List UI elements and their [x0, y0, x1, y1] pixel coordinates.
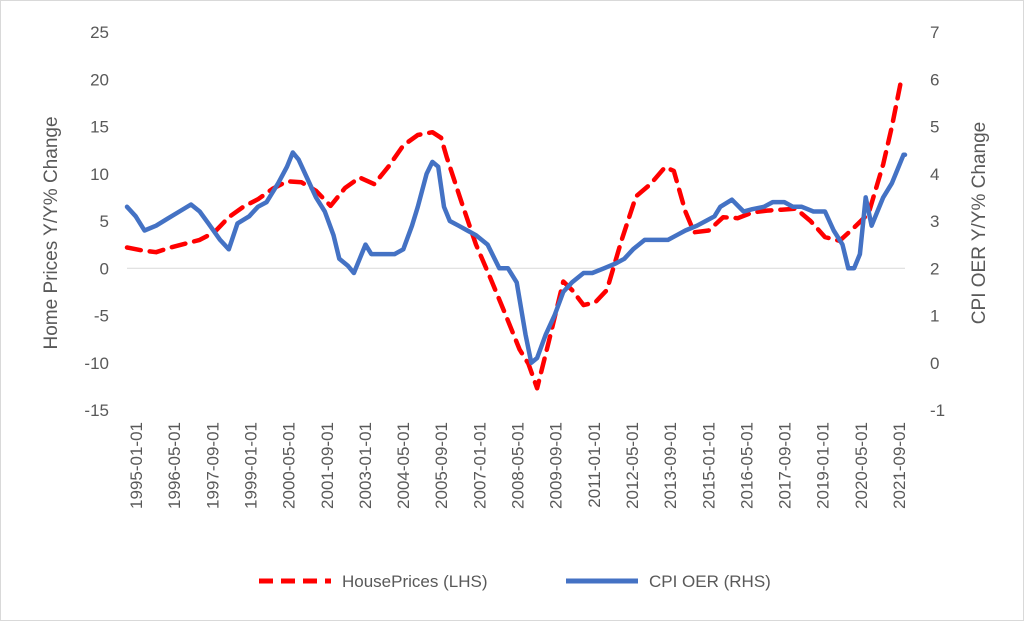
x-tick-label: 2000-05-01: [280, 422, 299, 509]
x-tick-label: 2011-01-01: [585, 422, 604, 508]
left-tick-label: -10: [84, 354, 109, 373]
right-tick-label: 4: [930, 165, 939, 184]
x-tick-label: 2008-05-01: [509, 422, 528, 509]
x-tick-label: 2012-05-01: [623, 422, 642, 509]
right-tick-label: 5: [930, 118, 939, 137]
x-tick-label: 2009-09-01: [547, 422, 566, 509]
left-axis-title: Home Prices Y/Y% Change: [41, 116, 62, 349]
left-tick-label: 10: [90, 165, 109, 184]
x-tick-label: 2007-01-01: [470, 422, 489, 509]
legend: HousePrices (LHS) CPI OER (RHS): [259, 572, 771, 591]
left-tick-label: 25: [90, 23, 109, 42]
left-tick-label: 0: [100, 259, 109, 278]
left-tick-label: 15: [90, 118, 109, 137]
x-tick-label: 2015-01-01: [699, 422, 718, 509]
x-tick-label: 1999-01-01: [241, 422, 260, 509]
legend-label-cpi-oer: CPI OER (RHS): [649, 572, 771, 591]
x-tick-label: 1996-05-01: [165, 422, 184, 509]
right-tick-label: 1: [930, 307, 939, 326]
x-tick-label: 2013-09-01: [661, 422, 680, 509]
x-tick-label: 1997-09-01: [203, 422, 222, 509]
left-tick-label: -5: [94, 307, 109, 326]
x-axis-ticks: 1995-01-01 1996-05-01 1997-09-01 1999-01-01…: [127, 422, 909, 509]
x-tick-label: 2001-09-01: [318, 422, 337, 509]
right-tick-label: 7: [930, 23, 939, 42]
x-tick-label: 2003-01-01: [356, 422, 375, 509]
x-tick-label: 2019-01-01: [814, 422, 833, 509]
right-tick-label: -1: [930, 401, 945, 420]
left-tick-label: 5: [100, 212, 109, 231]
x-tick-label: 2016-05-01: [737, 422, 756, 509]
x-tick-label: 2021-09-01: [890, 422, 909, 509]
cpi-oer-line: [124, 150, 908, 366]
right-tick-label: 0: [930, 354, 939, 373]
right-tick-label: 2: [930, 259, 939, 278]
x-tick-label: 2020-05-01: [852, 422, 871, 509]
x-tick-label: 2017-09-01: [776, 422, 795, 509]
left-tick-label: -15: [84, 401, 109, 420]
house-prices-line: [124, 80, 908, 391]
legend-label-houseprices: HousePrices (LHS): [342, 572, 488, 591]
x-tick-label: 2004-05-01: [394, 422, 413, 509]
right-tick-label: 3: [930, 212, 939, 231]
right-tick-label: 6: [930, 70, 939, 89]
right-axis-ticks: 7 6 5 4 3 2 1 0 -1: [930, 23, 945, 420]
left-axis-ticks: 25 20 15 10 5 0 -5 -10 -15: [84, 23, 109, 420]
x-tick-label: 2005-09-01: [432, 422, 451, 509]
left-tick-label: 20: [90, 70, 109, 89]
right-axis-title: CPI OER Y/Y% Change: [969, 122, 990, 324]
x-tick-label: 1995-01-01: [127, 422, 146, 509]
series-layer: [124, 80, 908, 391]
